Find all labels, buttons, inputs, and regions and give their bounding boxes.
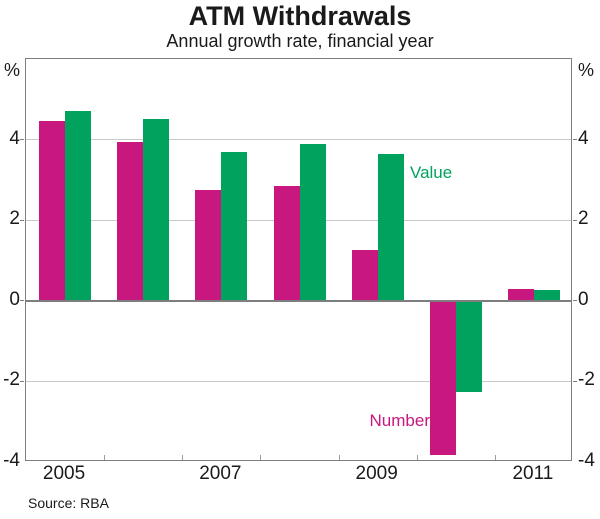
y-axis-tick-right: [573, 380, 577, 382]
x-axis-label-2005: 2005: [42, 463, 86, 484]
gridline--2: [26, 380, 571, 382]
y-axis-tick-right: [573, 139, 577, 141]
y-axis-label-right: -2: [578, 369, 595, 391]
bar-number-2007: [195, 189, 222, 301]
x-axis-label-2007: 2007: [199, 463, 242, 484]
y-axis-label-left: 0: [9, 288, 20, 310]
y-axis-tick-left: [20, 300, 24, 302]
bar-value-2005: [65, 111, 92, 301]
bar-value-2011: [533, 289, 560, 301]
y-axis-unit-right: %: [578, 60, 595, 80]
y-axis-label-left: 2: [9, 208, 20, 230]
series-label-number: Number: [369, 411, 430, 430]
bar-value-2006: [143, 119, 170, 301]
plot-area: [20, 58, 577, 461]
bar-value-2010: [455, 301, 482, 393]
bar-number-2011: [507, 288, 534, 301]
y-axis-label-right: -4: [578, 450, 595, 471]
bar-number-2005: [39, 121, 66, 301]
bar-value-2008: [299, 143, 326, 301]
series-label-value: Value: [410, 163, 453, 182]
zero-line: [26, 299, 571, 302]
x-axis-label-2009: 2009: [355, 463, 398, 484]
y-axis-label-left: 4: [9, 127, 20, 149]
chart-subtitle: Annual growth rate, financial year: [166, 31, 434, 51]
y-axis-tick-right: [573, 219, 577, 221]
bar-value-2007: [221, 151, 248, 301]
bar-number-2009: [351, 250, 378, 301]
x-axis-tick: [104, 455, 106, 460]
x-axis-tick: [338, 455, 340, 460]
y-axis-label-right: 4: [578, 127, 589, 149]
y-axis-label-right: 0: [578, 288, 589, 310]
y-axis-tick-left: [20, 139, 24, 141]
y-axis-label-left: -2: [3, 369, 20, 391]
x-axis-tick: [416, 455, 418, 460]
bar-value-2009: [377, 153, 404, 301]
x-axis-label-2011: 2011: [512, 463, 554, 484]
x-axis-tick: [494, 455, 496, 460]
bar-number-2006: [117, 141, 144, 301]
bar-number-2008: [273, 185, 300, 301]
chart-title: ATM Withdrawals: [188, 1, 412, 31]
bar-number-2010: [429, 301, 456, 455]
y-axis-tick-left: [20, 219, 24, 221]
gridline-4: [26, 139, 571, 141]
source-note: Source: RBA: [28, 495, 109, 511]
y-axis-label-right: 2: [578, 208, 589, 230]
x-axis-tick: [182, 455, 184, 460]
y-axis-label-left: -4: [3, 450, 20, 471]
y-axis-tick-left: [20, 380, 24, 382]
y-axis-tick-right: [573, 300, 577, 302]
x-axis-tick: [260, 455, 262, 460]
y-axis-unit-left: %: [3, 60, 20, 80]
